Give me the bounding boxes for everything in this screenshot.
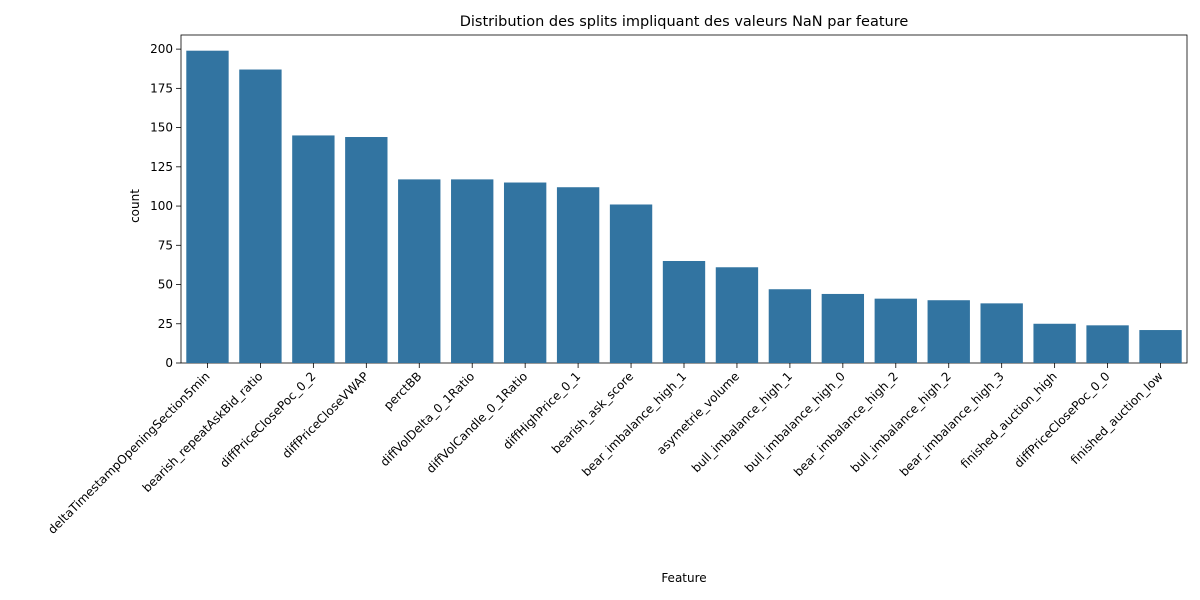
x-tick-label: finished_auction_high: [958, 369, 1060, 471]
y-tick-label: 100: [150, 199, 173, 213]
bar-diffPriceCloseVWAP: [345, 137, 388, 363]
x-tick-label: diffPriceClosePoc_0_2: [217, 369, 318, 470]
bar-diffPriceClosePoc_0_2: [292, 135, 335, 363]
y-tick-label: 75: [158, 238, 173, 252]
x-tick-label: diffVolDelta_0_1Ratio: [377, 369, 477, 469]
y-axis: 0 25 50 75 100 125 150 175 200: [150, 42, 181, 370]
bar-perctBB: [398, 179, 441, 363]
bar-bull_imbalance_high_0: [821, 293, 865, 363]
bar-bull_imbalance_high_1: [768, 289, 812, 363]
bar-bear_imbalance_high_1: [662, 260, 706, 363]
bar-bear_imbalance_high_3: [980, 303, 1023, 363]
y-tick-label: 25: [158, 317, 173, 331]
bar-diffHighPrice_0_1: [556, 187, 600, 363]
y-tick-label: 175: [150, 81, 173, 95]
x-tick-label: diffPriceClosePoc_0_0: [1011, 369, 1112, 470]
y-tick-label: 125: [150, 160, 173, 174]
chart-title: Distribution des splits impliquant des v…: [460, 14, 909, 30]
x-tick-label: bull_imbalance_high_2: [848, 369, 954, 475]
bars: [186, 50, 1182, 364]
x-axis: deltaTimestampOpeningSection5minbearish_…: [45, 363, 1166, 537]
bar-asymetrie_volume: [715, 267, 759, 363]
x-tick-label: finished_auction_low: [1068, 369, 1166, 467]
x-tick-label: diffPriceCloseVWAP: [279, 369, 371, 461]
x-tick-label: bear_imbalance_high_2: [791, 369, 901, 479]
bar-diffVolDelta_0_1Ratio: [451, 179, 494, 363]
bar-bull_imbalance_high_2: [927, 300, 970, 363]
bar-deltaTimestampOpeningSection5min: [186, 50, 229, 363]
y-tick-label: 200: [150, 42, 173, 56]
bar-bear_imbalance_high_2: [874, 298, 917, 363]
x-tick-label: perctBB: [381, 369, 424, 412]
bar-finished_auction_high: [1033, 323, 1076, 363]
y-tick-label: 0: [165, 356, 173, 370]
x-tick-label: bear_imbalance_high_3: [897, 369, 1007, 479]
y-axis-label: count: [128, 189, 142, 223]
bar-finished_auction_low: [1139, 330, 1182, 363]
bar-bearish_repeatAskBid_ratio: [239, 69, 282, 364]
x-tick-label: bear_imbalance_high_1: [579, 369, 689, 479]
x-axis-label: Feature: [661, 571, 706, 585]
bar-diffVolCandle_0_1Ratio: [503, 182, 547, 363]
y-tick-label: 50: [158, 278, 173, 292]
bar-bearish_ask_score: [609, 204, 653, 363]
bar-diffPriceClosePoc_0_0: [1086, 325, 1129, 363]
y-tick-label: 150: [150, 121, 173, 135]
x-tick-label: bull_imbalance_high_0: [742, 369, 848, 475]
x-tick-label: bull_imbalance_high_1: [689, 369, 795, 475]
x-tick-label: diffVolCandle_0_1Ratio: [424, 369, 531, 476]
